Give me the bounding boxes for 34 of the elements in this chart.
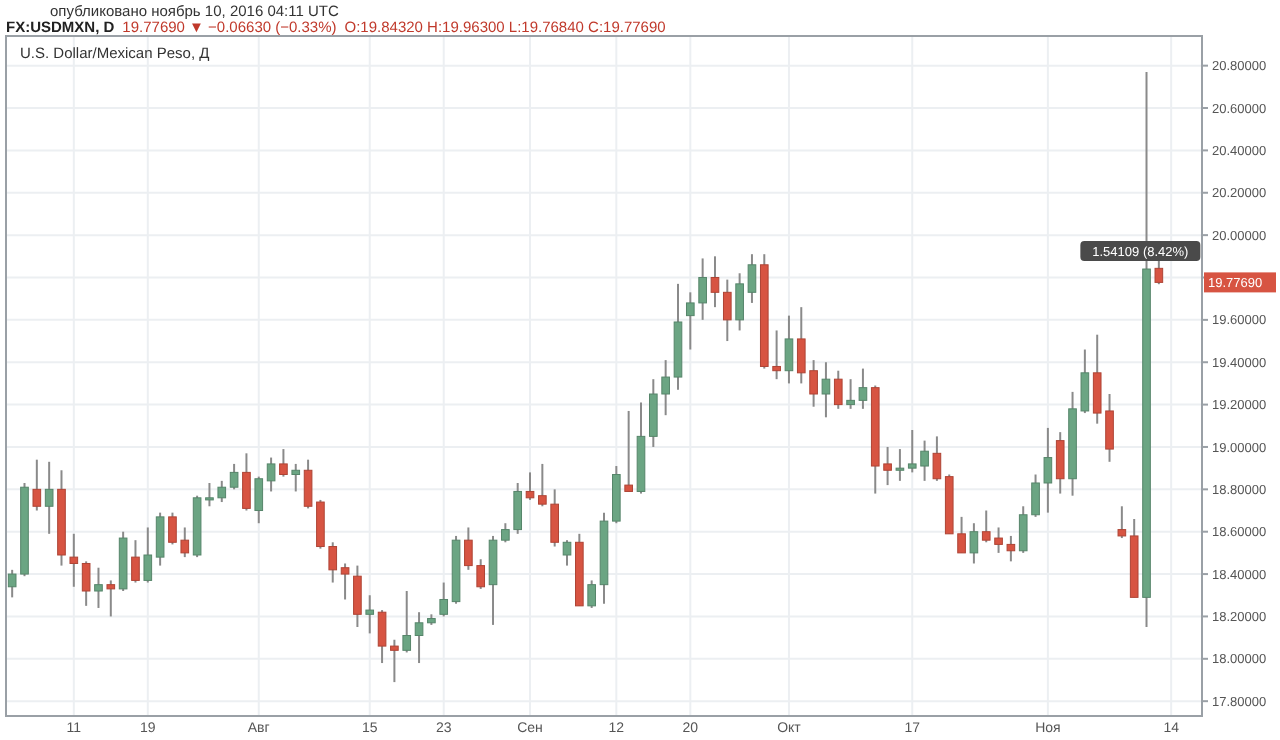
candlestick — [291, 462, 301, 493]
candlestick — [1117, 505, 1127, 540]
candlestick — [932, 435, 942, 482]
candlestick — [81, 560, 91, 607]
candlestick — [439, 581, 449, 618]
candlestick — [402, 590, 412, 654]
candlestick — [365, 594, 375, 635]
candlestick — [44, 460, 54, 535]
candlestick — [784, 314, 794, 385]
candlestick — [229, 462, 239, 491]
candlestick — [106, 579, 116, 618]
candlestick — [94, 566, 103, 609]
candlestick — [587, 579, 596, 609]
candlestick — [266, 456, 276, 493]
candlestick — [821, 361, 831, 419]
candlestick — [1055, 431, 1065, 495]
candlestick — [895, 448, 905, 482]
candlestick — [242, 452, 251, 512]
candlestick — [833, 369, 843, 410]
candlestick — [562, 539, 572, 567]
candlestick — [155, 511, 165, 567]
candlestick — [32, 458, 42, 512]
candlestick — [969, 522, 979, 565]
candlestick — [612, 465, 621, 525]
candlestick — [131, 539, 140, 584]
candlestick — [722, 278, 732, 343]
candlestick — [353, 564, 362, 629]
candlestick — [143, 526, 153, 584]
candlestick — [710, 255, 720, 309]
candlestick — [254, 475, 264, 525]
candlestick — [279, 448, 288, 478]
candlestick — [624, 409, 633, 493]
candlestick — [340, 562, 350, 601]
candlestick — [69, 532, 79, 588]
